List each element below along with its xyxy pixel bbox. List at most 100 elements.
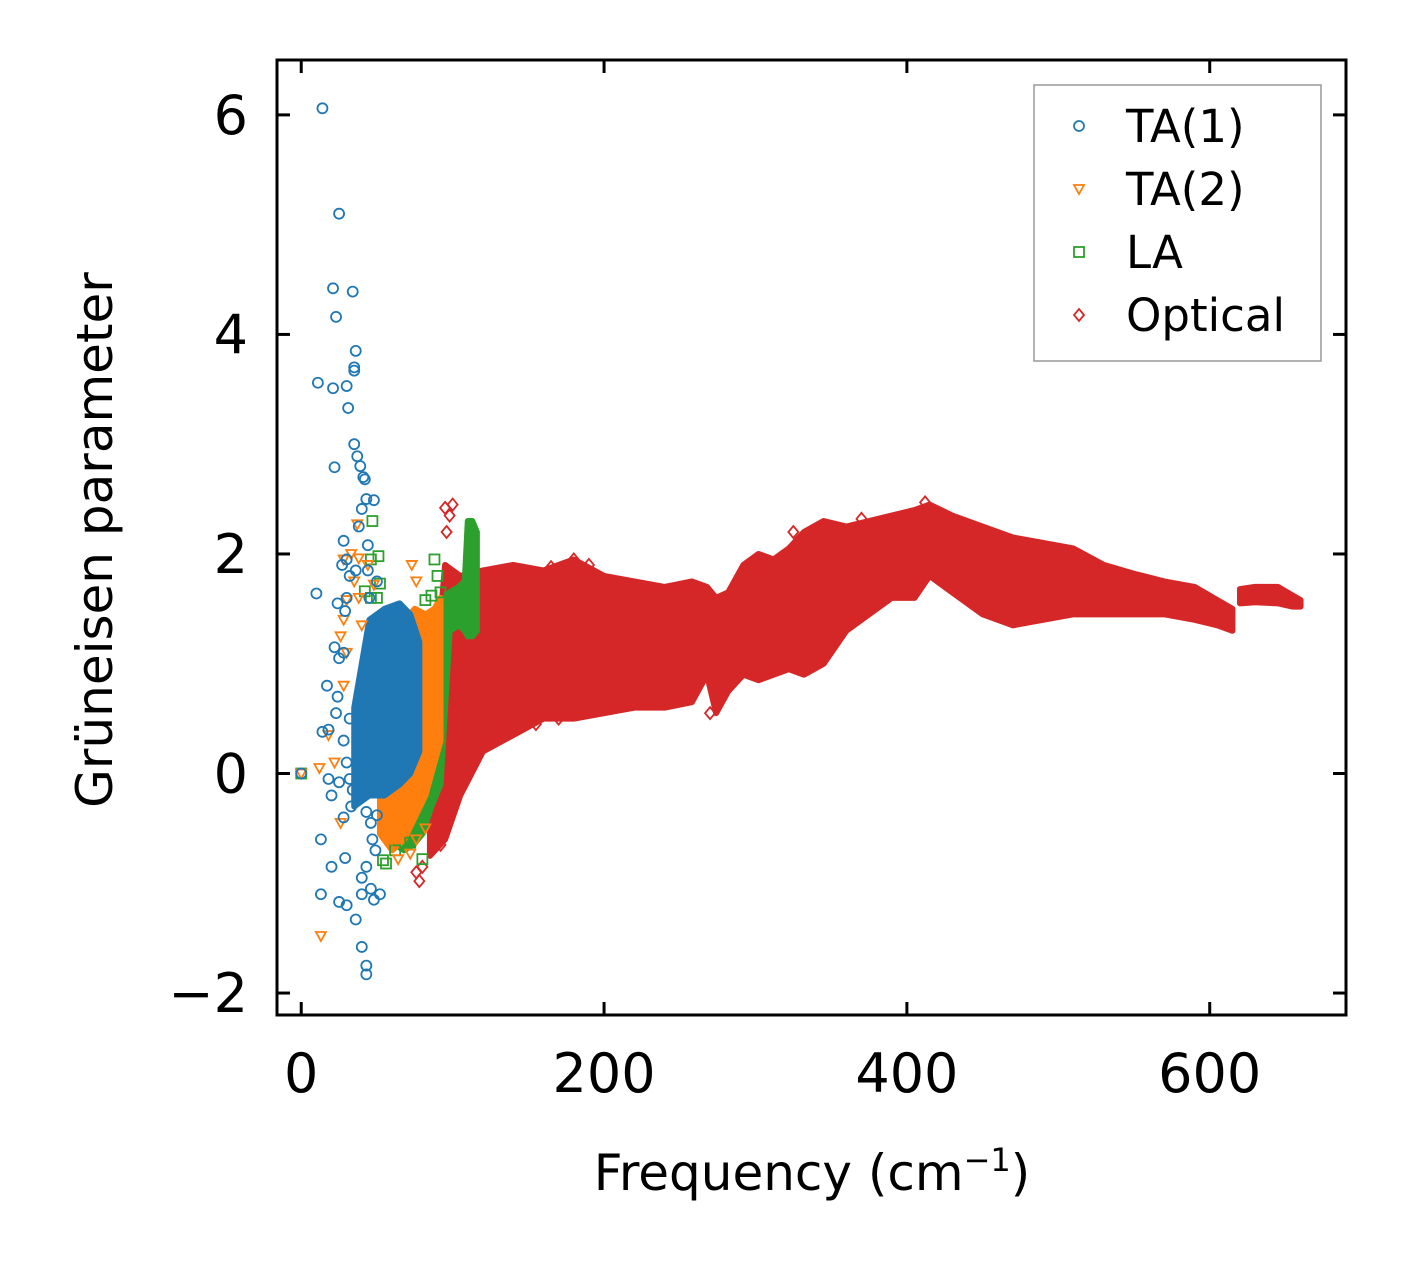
point-ta-1 xyxy=(333,776,345,789)
dense-data-regions xyxy=(351,501,1304,859)
x-tick-label: 600 xyxy=(1158,1042,1261,1105)
point-la xyxy=(419,594,432,606)
point-ta-1 xyxy=(337,534,350,547)
point-la xyxy=(372,550,385,563)
point-optical xyxy=(443,508,456,523)
point-ta-1 xyxy=(331,690,344,703)
point-ta-1 xyxy=(345,800,358,813)
point-ta-1 xyxy=(340,380,353,392)
point-ta-2 xyxy=(405,560,419,572)
point-ta-1 xyxy=(322,723,335,736)
point-optical xyxy=(413,873,426,889)
point-ta-2 xyxy=(337,680,351,693)
point-ta-1 xyxy=(340,899,353,912)
x-tick-label: 400 xyxy=(855,1042,958,1105)
point-ta-1 xyxy=(349,344,362,357)
point-ta-1 xyxy=(339,852,352,864)
point-ta-1 xyxy=(333,652,345,665)
point-optical xyxy=(703,705,717,721)
point-ta-1 xyxy=(368,494,380,507)
point-ta-2 xyxy=(409,834,423,847)
point-ta-1 xyxy=(322,773,335,785)
point-ta-1 xyxy=(337,734,350,747)
point-ta-1 xyxy=(343,712,356,725)
point-ta-1 xyxy=(355,503,368,515)
band-optical xyxy=(426,501,1236,859)
x-tick-label: 200 xyxy=(553,1042,656,1105)
point-la xyxy=(428,553,441,566)
point-ta-1 xyxy=(325,789,338,802)
point-ta-1 xyxy=(346,784,359,796)
point-ta-1 xyxy=(330,707,342,720)
legend-marker-ta-2 xyxy=(1072,184,1086,196)
point-ta-1 xyxy=(358,473,371,486)
point-ta-2 xyxy=(418,823,432,836)
point-ta-2 xyxy=(314,931,328,943)
legend-label-ta-1: TA(1) xyxy=(1125,100,1245,153)
point-ta-2 xyxy=(334,818,348,830)
point-ta-1 xyxy=(311,376,324,389)
point-ta-2 xyxy=(391,854,405,866)
point-ta-1 xyxy=(360,493,373,505)
point-ta-1 xyxy=(315,833,327,846)
point-optical xyxy=(552,711,565,727)
point-ta-1 xyxy=(361,539,374,552)
data-points xyxy=(294,102,932,981)
point-ta-1 xyxy=(321,679,333,692)
point-ta-1 xyxy=(371,809,383,822)
point-optical xyxy=(499,722,512,738)
point-ta-1 xyxy=(339,605,352,617)
y-tick-label: −2 xyxy=(168,962,248,1025)
y-tick-label: 2 xyxy=(214,523,248,586)
point-ta-1 xyxy=(327,382,339,395)
point-ta-1 xyxy=(348,438,361,451)
point-optical xyxy=(484,733,497,748)
point-ta-1 xyxy=(325,860,338,873)
point-ta-2 xyxy=(294,768,308,781)
legend-marker-la xyxy=(1073,246,1085,258)
point-ta-1 xyxy=(340,756,353,769)
plot-frame xyxy=(275,58,1348,1017)
point-ta-2 xyxy=(352,592,366,605)
point-ta-1 xyxy=(355,941,368,953)
point-ta-2 xyxy=(340,595,354,607)
point-ta-2 xyxy=(334,631,348,644)
point-ta-2 xyxy=(355,620,369,633)
band-optical-high xyxy=(1237,583,1304,610)
point-optical xyxy=(529,716,543,732)
legend-label-optical: Optical xyxy=(1126,289,1285,342)
x-axis-title: Frequency (cm−1) xyxy=(594,1141,1031,1202)
axis-tick-labels: 0 200 400 600 −2 0 2 4 6 xyxy=(168,84,1261,1105)
point-ta-1 xyxy=(360,806,373,818)
point-ta-2 xyxy=(385,834,399,847)
point-ta-2 xyxy=(409,576,423,589)
point-la xyxy=(371,591,383,604)
point-optical xyxy=(918,494,932,510)
point-ta-1 xyxy=(316,102,329,115)
point-ta-1 xyxy=(331,597,344,610)
point-ta-1 xyxy=(364,882,377,895)
x-tick-label: 0 xyxy=(284,1042,318,1105)
point-ta-1 xyxy=(355,888,368,901)
point-ta-1 xyxy=(349,913,362,926)
point-ta-1 xyxy=(327,282,339,295)
legend-marker-optical xyxy=(1072,307,1086,323)
point-ta-2 xyxy=(312,763,326,775)
point-optical xyxy=(582,557,596,573)
point-ta-1 xyxy=(342,402,355,414)
point-optical xyxy=(446,497,459,512)
point-la xyxy=(374,577,386,590)
point-ta-1 xyxy=(363,591,376,604)
point-ta-1 xyxy=(315,888,327,901)
point-ta-1 xyxy=(328,641,341,654)
point-optical xyxy=(749,557,762,573)
point-optical xyxy=(544,559,558,575)
point-ta-2 xyxy=(367,579,381,592)
point-ta-1 xyxy=(354,460,367,473)
point-la xyxy=(380,857,392,870)
point-ta-2 xyxy=(328,757,342,770)
point-ta-1 xyxy=(343,773,356,785)
point-ta-1 xyxy=(330,310,342,323)
point-ta-1 xyxy=(346,285,359,298)
